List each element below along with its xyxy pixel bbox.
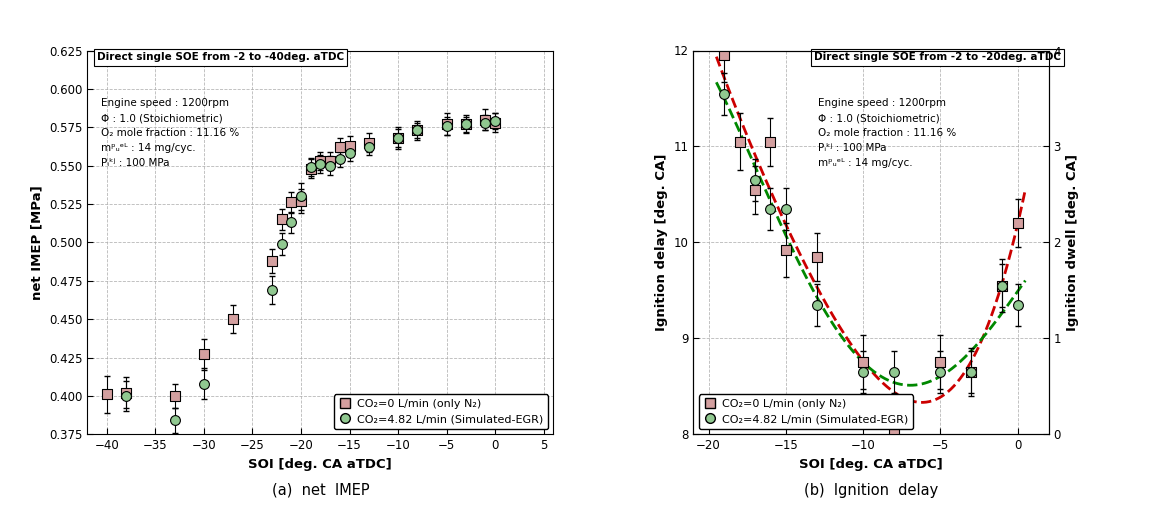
Text: (b)  Ignition  delay: (b) Ignition delay (804, 483, 939, 498)
Text: Engine speed : 1200rpm
Φ : 1.0 (Stoichiometric)
O₂ mole fraction : 11.16 %
mᵖᵤᵉᴸ: Engine speed : 1200rpm Φ : 1.0 (Stoichio… (101, 98, 240, 168)
Point (457, 120, 475, 128)
Point (807, 252, 826, 261)
X-axis label: SOI [deg. CA aTDC]: SOI [deg. CA aTDC] (799, 458, 942, 471)
Y-axis label: net IMEP [MPa]: net IMEP [MPa] (30, 185, 43, 300)
Point (457, 120, 475, 128)
Point (302, 165, 320, 173)
Point (437, 122, 456, 130)
Point (486, 119, 504, 127)
Point (389, 134, 408, 142)
Text: Direct single SOE from -2 to -20deg. aTDC: Direct single SOE from -2 to -20deg. aTD… (814, 53, 1061, 63)
Point (302, 163, 320, 171)
Point (854, 368, 873, 376)
Point (486, 117, 504, 125)
Point (476, 116, 495, 124)
Point (331, 156, 350, 164)
Text: Engine speed : 1200rpm
Φ : 1.0 (Stoichiometric)
O₂ mole fraction : 11.16 %
Pᵢᵏʲ : Engine speed : 1200rpm Φ : 1.0 (Stoichio… (818, 98, 955, 168)
Point (165, 392, 184, 400)
Point (195, 350, 213, 359)
Point (777, 205, 796, 213)
Point (360, 138, 379, 146)
Point (993, 281, 1011, 289)
Point (282, 218, 301, 226)
Point (116, 389, 135, 397)
Point (962, 368, 981, 376)
Point (389, 134, 408, 142)
Point (884, 368, 903, 376)
Point (777, 246, 796, 254)
X-axis label: SOI [deg. CA aTDC]: SOI [deg. CA aTDC] (248, 458, 393, 471)
Point (408, 126, 426, 134)
Point (320, 162, 339, 170)
Point (746, 176, 764, 184)
Legend: CO₂=0 L/min (only N₂), CO₂=4.82 L/min (Simulated-EGR): CO₂=0 L/min (only N₂), CO₂=4.82 L/min (S… (334, 394, 548, 429)
Text: Direct single SOE from -2 to -40deg. aTDC: Direct single SOE from -2 to -40deg. aTD… (97, 53, 344, 63)
Point (476, 119, 495, 127)
Point (1008, 219, 1026, 227)
Point (761, 205, 779, 213)
Point (291, 192, 310, 200)
Point (195, 380, 213, 388)
Y-axis label: Ignition delay [deg. CA]: Ignition delay [deg. CA] (655, 154, 668, 331)
Point (715, 89, 734, 97)
Y-axis label: Ignition dwell [deg. CA]: Ignition dwell [deg. CA] (1066, 154, 1080, 331)
Point (262, 286, 281, 294)
Point (931, 368, 949, 376)
Point (98, 390, 116, 398)
Point (340, 141, 359, 149)
Point (1008, 301, 1026, 309)
Point (116, 392, 135, 400)
Point (262, 257, 281, 265)
Point (273, 215, 291, 223)
Point (224, 315, 242, 323)
Point (360, 143, 379, 152)
Point (854, 359, 873, 367)
Point (331, 143, 350, 152)
Point (931, 359, 949, 367)
Point (962, 368, 981, 376)
Point (807, 301, 826, 309)
Point (746, 185, 764, 193)
Point (273, 240, 291, 248)
Point (761, 137, 779, 145)
Point (993, 281, 1011, 289)
Point (884, 425, 903, 433)
Point (340, 149, 359, 158)
Point (282, 198, 301, 207)
Point (311, 160, 330, 168)
Point (320, 157, 339, 165)
Point (165, 417, 184, 425)
Point (291, 197, 310, 205)
Point (311, 157, 330, 165)
Legend: CO₂=0 L/min (only N₂), CO₂=4.82 L/min (Simulated-EGR): CO₂=0 L/min (only N₂), CO₂=4.82 L/min (S… (699, 394, 912, 429)
Point (715, 52, 734, 60)
Point (408, 126, 426, 134)
Point (437, 120, 456, 128)
Point (730, 137, 749, 145)
Text: (a)  net  IMEP: (a) net IMEP (271, 483, 369, 498)
